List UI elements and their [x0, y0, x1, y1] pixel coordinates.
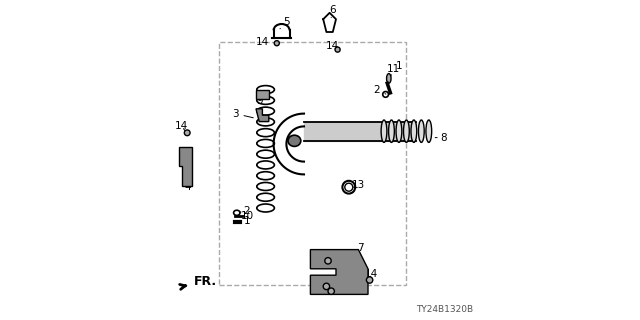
- Text: 14: 14: [256, 36, 275, 47]
- Text: 12: 12: [312, 287, 328, 297]
- Ellipse shape: [419, 120, 424, 142]
- Text: 2: 2: [239, 206, 250, 216]
- Text: 1: 1: [390, 60, 403, 77]
- Text: 13: 13: [352, 180, 365, 190]
- Text: 2: 2: [373, 84, 386, 95]
- Ellipse shape: [323, 283, 330, 290]
- Text: 14: 14: [365, 268, 378, 279]
- Text: 8: 8: [435, 132, 447, 143]
- Text: 4: 4: [185, 178, 191, 192]
- Ellipse shape: [275, 41, 280, 46]
- Text: 6: 6: [330, 4, 336, 18]
- Text: 14: 14: [175, 121, 188, 132]
- Ellipse shape: [411, 120, 417, 142]
- Ellipse shape: [396, 120, 402, 142]
- Text: 11: 11: [387, 64, 399, 77]
- Ellipse shape: [404, 120, 410, 142]
- Text: 14: 14: [326, 41, 339, 52]
- Ellipse shape: [288, 135, 301, 147]
- Text: 9: 9: [257, 96, 263, 106]
- Text: 3: 3: [232, 108, 253, 119]
- Text: 1: 1: [240, 216, 250, 226]
- FancyBboxPatch shape: [256, 90, 269, 99]
- Polygon shape: [310, 250, 368, 294]
- Text: FR.: FR.: [180, 275, 217, 289]
- Ellipse shape: [426, 120, 432, 142]
- Ellipse shape: [387, 74, 391, 83]
- Ellipse shape: [328, 288, 335, 294]
- Polygon shape: [256, 109, 269, 122]
- Polygon shape: [179, 147, 192, 186]
- Text: TY24B1320B: TY24B1320B: [417, 305, 474, 314]
- Ellipse shape: [367, 277, 372, 283]
- Ellipse shape: [381, 120, 387, 142]
- Ellipse shape: [325, 258, 332, 264]
- Text: 14: 14: [314, 249, 327, 260]
- Text: 7: 7: [356, 243, 364, 253]
- Ellipse shape: [184, 130, 190, 136]
- Text: 10: 10: [241, 211, 253, 221]
- Ellipse shape: [388, 120, 394, 142]
- Ellipse shape: [335, 47, 340, 52]
- Text: 5: 5: [280, 17, 290, 29]
- Text: 12: 12: [312, 276, 325, 287]
